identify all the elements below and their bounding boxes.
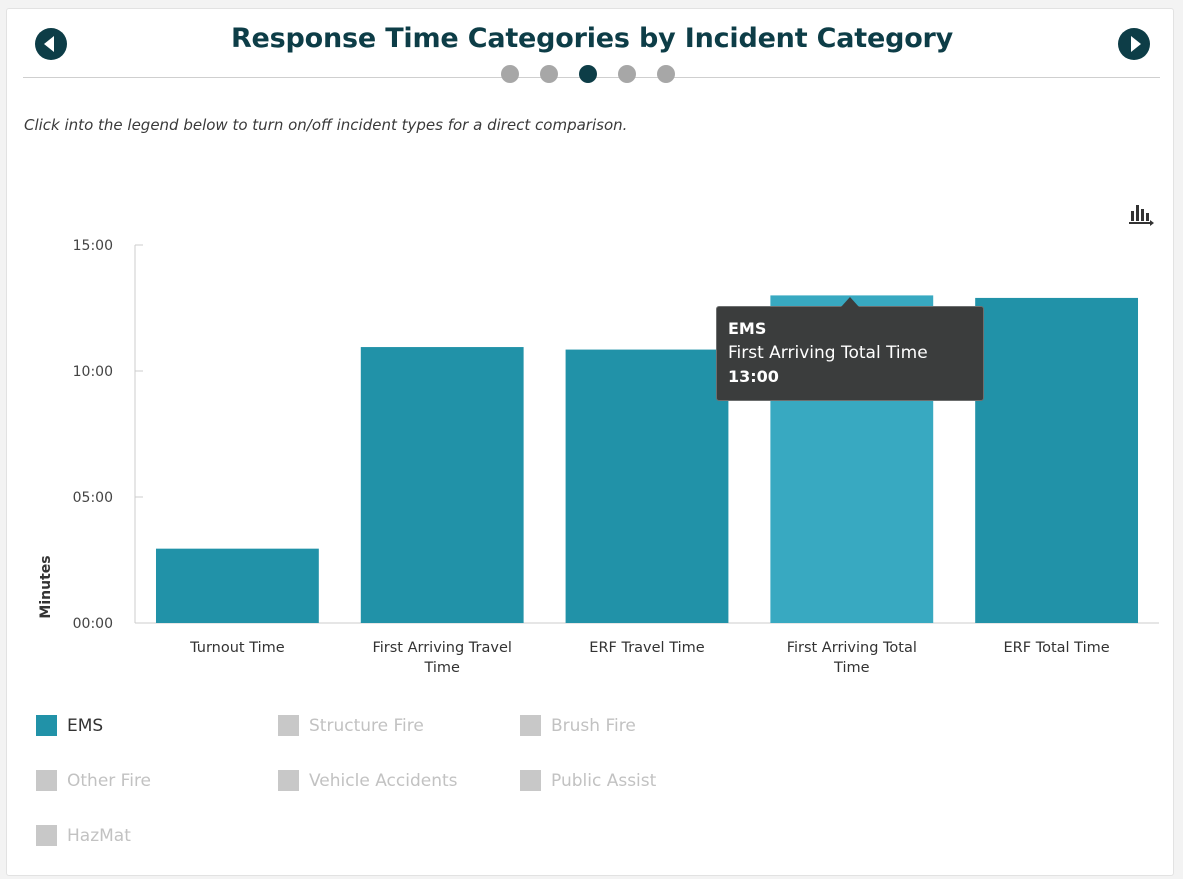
bar[interactable] [565, 349, 729, 623]
chart-export-icon[interactable] [1127, 201, 1155, 229]
legend-swatch [520, 770, 541, 791]
y-tick-label: 10:00 [73, 364, 113, 380]
pager-dot-1[interactable] [501, 65, 519, 83]
card-header: Response Time Categories by Incident Cat… [7, 9, 1175, 89]
legend-swatch [278, 715, 299, 736]
bar[interactable] [360, 347, 524, 623]
legend-label: Public Assist [551, 771, 657, 791]
chevron-left-circle-icon[interactable] [35, 28, 67, 60]
page-title: Response Time Categories by Incident Cat… [230, 23, 954, 54]
y-tick-label: 15:00 [73, 238, 113, 254]
legend-label: Other Fire [67, 771, 152, 791]
instructions-text: Click into the legend below to turn on/o… [24, 116, 628, 134]
legend-label: HazMat [67, 826, 131, 846]
x-tick-label: Turnout Time [189, 640, 285, 656]
x-tick-label: ERF Total Time [1004, 640, 1110, 656]
legend-swatch [36, 715, 57, 736]
legend-label: Brush Fire [551, 716, 636, 736]
chevron-right-circle-icon[interactable] [1118, 28, 1150, 60]
tooltip-category: First Arriving Total Time [728, 343, 928, 363]
x-tick-label: ERF Travel Time [589, 640, 704, 656]
pager-dot-2[interactable] [540, 65, 558, 83]
x-tick-label: First Arriving Travel Time [372, 640, 511, 676]
legend-label: EMS [67, 716, 104, 736]
y-tick-label: 00:00 [73, 616, 113, 632]
x-tick-label: First Arriving Total Time [787, 640, 917, 676]
tooltip-series: EMS [728, 319, 767, 338]
chart-tooltip: EMS First Arriving Total Time 13:00 [716, 297, 984, 401]
bar[interactable] [975, 297, 1139, 623]
legend-swatch [36, 825, 57, 846]
tooltip-value: 13:00 [728, 367, 779, 386]
chart-card: Response Time Categories by Incident Cat… [6, 8, 1174, 876]
legend-swatch [520, 715, 541, 736]
pager-dot-5[interactable] [657, 65, 675, 83]
bar[interactable] [155, 548, 319, 623]
y-axis-label: Minutes [38, 555, 54, 618]
y-tick-label: 05:00 [73, 490, 113, 506]
legend-label: Structure Fire [309, 716, 424, 736]
pager-dot-4[interactable] [618, 65, 636, 83]
bar-chart: 00:00 05:00 10:00 15:00 Turnout Time First A… [38, 238, 1159, 676]
pager-dot-3[interactable] [579, 65, 597, 83]
legend-swatch [36, 770, 57, 791]
legend-swatch [278, 770, 299, 791]
legend-label: Vehicle Accidents [309, 771, 458, 791]
